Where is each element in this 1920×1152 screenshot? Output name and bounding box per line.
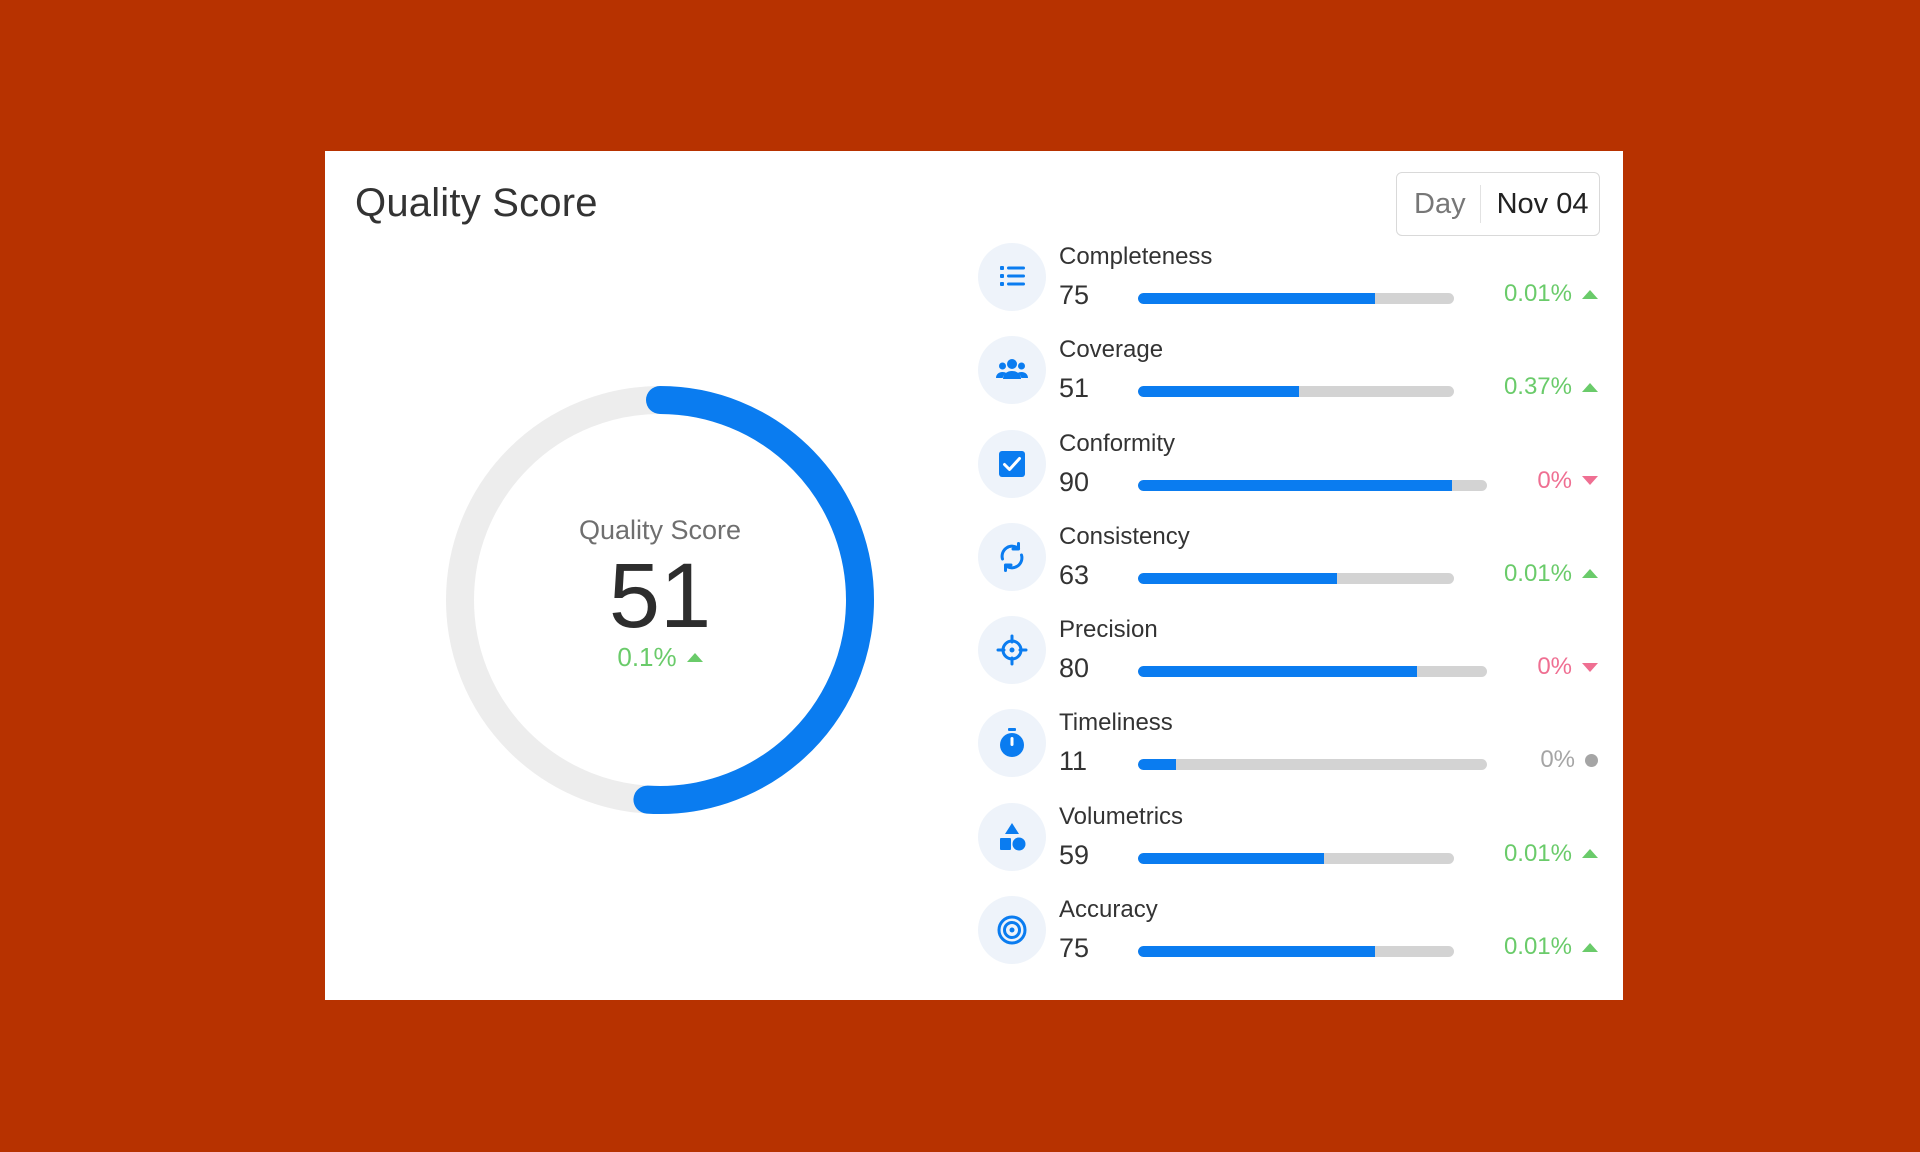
metric-delta: 0.01%: [1504, 933, 1598, 961]
metric-progress-track: [1138, 479, 1487, 491]
metric-progress-fill: [1138, 479, 1453, 491]
metric-delta-text: 0.01%: [1503, 280, 1572, 307]
metric-name: Consistency: [1059, 522, 1190, 550]
quality-score-gauge: [446, 386, 875, 814]
metric-progress-track: [1138, 666, 1487, 678]
group-icon: [996, 359, 1028, 380]
metric-name: Accuracy: [1059, 896, 1158, 924]
metric-delta: 0.37%: [1504, 373, 1598, 401]
period-date-select[interactable]: Nov 04: [1496, 187, 1589, 220]
crosshair-icon-badge: [978, 616, 1046, 685]
metric-name: Timeliness: [1059, 709, 1173, 737]
metric-value: 75: [1059, 280, 1090, 310]
quality-score-card: Quality Score Day Nov 04 Quality Score 5…: [325, 151, 1623, 1000]
metrics-list: Completeness 75 0.01% Coverage 51 0.37% Confor…: [978, 241, 1598, 987]
checkbox-icon-badge: [978, 429, 1046, 498]
metric-row: Completeness 75 0.01%: [978, 241, 1598, 334]
gauge-delta: 0.1%: [617, 642, 703, 673]
metric-delta: 0.01%: [1504, 560, 1598, 588]
gauge-arc: [633, 386, 875, 814]
metric-value: 80: [1059, 653, 1090, 684]
stopwatch-icon: [1000, 728, 1024, 758]
metric-delta: 0.01%: [1504, 840, 1598, 868]
metric-row: Accuracy 75 0.01%: [978, 894, 1598, 987]
list-icon: [1000, 266, 1025, 286]
checkbox-icon: [997, 449, 1027, 479]
metric-progress-fill: [1138, 759, 1177, 771]
metric-row: Timeliness 11 0%: [978, 707, 1598, 800]
metric-row: Coverage 51 0.37%: [978, 334, 1598, 427]
metric-progress-track: [1138, 946, 1454, 958]
metric-name: Conformity: [1059, 429, 1176, 457]
metric-progress-fill: [1138, 293, 1375, 304]
trend-up-icon: [1582, 382, 1598, 392]
metric-delta-text: 0%: [1537, 653, 1572, 681]
metric-row: Volumetrics 59 0.01%: [978, 801, 1598, 894]
metric-progress-track: [1138, 852, 1454, 864]
metric-progress-fill: [1138, 946, 1375, 958]
metric-delta-text: 0.01%: [1503, 933, 1572, 961]
trend-up-icon: [1582, 289, 1598, 299]
metric-progress-track: [1138, 293, 1454, 304]
metric-delta-text: 0.01%: [1503, 559, 1572, 587]
trend-up-icon: [1582, 569, 1598, 579]
metric-value: 11: [1059, 746, 1088, 777]
trend-down-icon: [1582, 476, 1598, 486]
metric-delta-text: 0.01%: [1503, 839, 1572, 867]
trend-down-icon: [1582, 662, 1598, 672]
metric-progress-track: [1138, 572, 1454, 584]
metric-delta: 0%: [1537, 653, 1598, 681]
group-icon-badge: [978, 336, 1046, 405]
trend-neutral-icon: [1585, 753, 1598, 767]
metric-delta: 0%: [1537, 467, 1598, 495]
metric-value: 51: [1059, 373, 1090, 404]
metric-row: Precision 80 0%: [978, 614, 1598, 707]
metric-value: 63: [1059, 559, 1090, 590]
shapes-icon-badge: [978, 802, 1046, 871]
metric-progress-fill: [1138, 852, 1325, 864]
stopwatch-icon-badge: [978, 709, 1046, 778]
metric-name: Coverage: [1059, 336, 1164, 364]
metric-progress-track: [1138, 759, 1487, 771]
metric-value: 75: [1059, 933, 1090, 964]
gauge-value: 51: [608, 545, 712, 647]
sync-icon: [1000, 541, 1024, 572]
metric-value: 59: [1059, 839, 1090, 870]
target-icon: [997, 915, 1027, 945]
metric-progress-track: [1138, 386, 1454, 398]
metric-progress-fill: [1138, 386, 1300, 398]
gauge-center: Quality Score 51 0.1%: [445, 385, 875, 815]
list-icon-badge: [978, 243, 1046, 311]
metric-name: Volumetrics: [1059, 802, 1184, 830]
metric-delta: 0%: [1540, 746, 1598, 774]
metric-name: Precision: [1059, 616, 1158, 644]
shapes-icon: [1000, 822, 1026, 851]
metric-progress-fill: [1138, 666, 1418, 678]
metric-row: Consistency 63 0.01%: [978, 521, 1598, 614]
date-picker[interactable]: Day Nov 04: [1396, 172, 1600, 236]
trend-up-icon: [1582, 849, 1598, 859]
trend-up-icon: [1582, 942, 1598, 952]
sync-icon-badge: [978, 522, 1046, 591]
card-title: Quality Score: [355, 181, 598, 225]
metric-row: Conformity 90 0%: [978, 428, 1598, 521]
period-mode-select[interactable]: Day: [1397, 185, 1481, 223]
metric-delta: 0.01%: [1504, 280, 1598, 308]
metric-name: Completeness: [1059, 243, 1213, 270]
metric-delta-text: 0%: [1537, 466, 1572, 494]
metric-progress-fill: [1138, 572, 1338, 584]
gauge-label: Quality Score: [578, 515, 742, 545]
metric-delta-text: 0.37%: [1503, 373, 1572, 401]
trend-up-icon: [686, 653, 703, 662]
target-icon-badge: [978, 896, 1046, 965]
metric-value: 90: [1059, 466, 1090, 497]
metric-delta-text: 0%: [1540, 746, 1575, 774]
crosshair-icon: [996, 634, 1028, 666]
gauge-delta-text: 0.1%: [617, 642, 677, 672]
